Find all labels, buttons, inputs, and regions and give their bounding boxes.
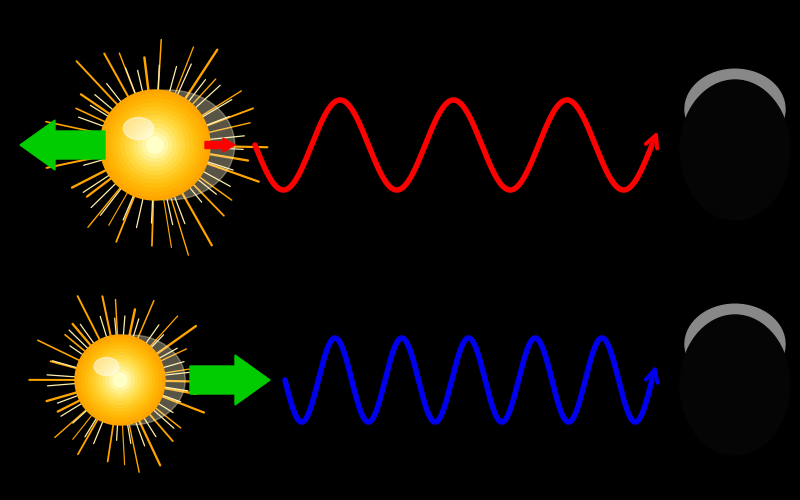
Ellipse shape: [702, 342, 758, 398]
Circle shape: [92, 352, 148, 408]
Circle shape: [142, 132, 167, 158]
Circle shape: [113, 103, 198, 187]
Ellipse shape: [685, 304, 785, 384]
Ellipse shape: [714, 352, 780, 428]
Circle shape: [134, 124, 176, 166]
Ellipse shape: [102, 90, 234, 200]
Circle shape: [89, 349, 151, 411]
Ellipse shape: [680, 315, 790, 455]
Circle shape: [122, 112, 189, 179]
Ellipse shape: [682, 334, 758, 426]
Circle shape: [86, 346, 154, 414]
Ellipse shape: [680, 80, 790, 220]
Circle shape: [138, 128, 172, 162]
Circle shape: [104, 94, 206, 196]
Circle shape: [96, 356, 144, 404]
Ellipse shape: [78, 335, 186, 425]
Ellipse shape: [123, 118, 154, 140]
Ellipse shape: [685, 69, 785, 149]
FancyArrow shape: [205, 138, 235, 152]
Circle shape: [130, 120, 180, 170]
FancyArrow shape: [190, 355, 270, 405]
Circle shape: [117, 107, 193, 183]
Ellipse shape: [94, 358, 119, 376]
Circle shape: [82, 342, 158, 418]
Circle shape: [110, 370, 130, 390]
Circle shape: [126, 116, 185, 174]
Circle shape: [75, 335, 165, 425]
Circle shape: [103, 363, 137, 397]
Ellipse shape: [682, 100, 758, 190]
Circle shape: [106, 366, 134, 394]
Ellipse shape: [714, 116, 780, 194]
Circle shape: [109, 98, 202, 192]
Circle shape: [146, 136, 163, 153]
Circle shape: [99, 360, 141, 401]
FancyArrow shape: [20, 120, 105, 170]
Circle shape: [78, 338, 162, 421]
Ellipse shape: [702, 107, 758, 163]
Circle shape: [100, 90, 210, 200]
Circle shape: [114, 373, 126, 387]
